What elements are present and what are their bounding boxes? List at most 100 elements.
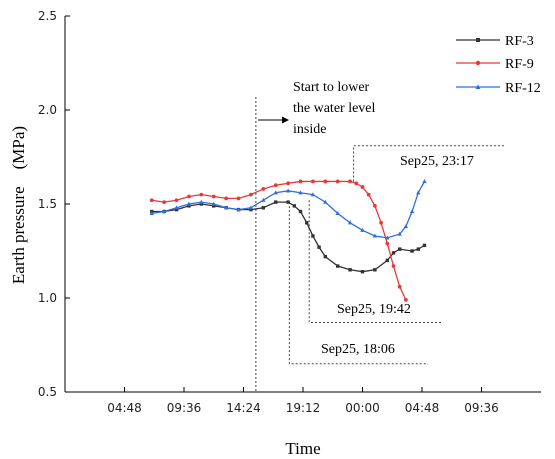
x-tick-label: 04:48 (107, 401, 142, 415)
point-rf9 (403, 297, 408, 302)
legend-item-rf3: RF-3 (456, 34, 534, 49)
point-rf9 (335, 179, 340, 184)
point-rf9 (273, 183, 278, 188)
x-tick-label: 19:12 (286, 401, 321, 415)
x-tick-label: 09:36 (167, 401, 202, 415)
point-rf12 (403, 224, 409, 229)
point-rf9 (397, 284, 402, 289)
point-rf12 (236, 207, 241, 212)
point-rf9 (323, 179, 328, 184)
point-rf9 (199, 192, 204, 197)
point-rf12 (310, 192, 316, 197)
point-rf9 (211, 194, 216, 199)
legend-item-rf12: RF-12 (456, 81, 541, 96)
point-rf3 (422, 243, 427, 248)
axis-ticks: 04:48 09:36 14:24 19:12 00:00 04:48 09:36 0.5 1.… (38, 9, 499, 415)
y-axis-label: Earth pressure (MPa) (9, 126, 28, 284)
point-rf12 (385, 235, 390, 240)
point-rf3 (416, 247, 420, 251)
point-rf9 (298, 179, 303, 184)
point-rf12 (360, 227, 365, 232)
point-rf12 (397, 231, 402, 236)
point-rf12 (372, 233, 378, 238)
point-rf9 (286, 181, 291, 186)
point-rf3 (311, 234, 315, 238)
point-rf12 (335, 211, 340, 215)
leader-sep25-2317 (353, 145, 505, 182)
point-rf9 (372, 203, 377, 208)
point-rf12 (248, 205, 254, 210)
point-rf3 (274, 200, 278, 204)
point-rf12 (409, 209, 415, 214)
legend-label-rf3: RF-3 (505, 34, 534, 49)
series-line-rf9 (151, 180, 407, 301)
point-rf9 (379, 220, 383, 225)
y-tick-label: 2.5 (38, 9, 57, 23)
point-rf9 (391, 264, 396, 268)
point-rf3 (397, 247, 402, 251)
point-rf9 (236, 196, 241, 201)
point-rf3 (249, 207, 253, 212)
x-tick-label: 09:36 (464, 401, 499, 415)
point-rf12 (199, 199, 204, 204)
legend: RF-3 RF-9 RF-12 (456, 34, 541, 96)
point-rf3 (348, 268, 352, 272)
y-tick-label: 2.0 (38, 103, 57, 117)
point-rf9 (348, 179, 353, 184)
legend-label-rf12: RF-12 (505, 81, 541, 96)
point-rf9 (311, 179, 315, 184)
annotation-start-lower-line3: inside (293, 122, 326, 137)
x-axis-label: Time (285, 439, 320, 458)
point-rf3 (410, 249, 414, 253)
x-tick-label: 14:24 (226, 401, 261, 415)
point-rf3 (174, 207, 179, 212)
annotation-start-lower-line2: the water level (293, 101, 376, 116)
legend-item-rf9: RF-9 (456, 57, 534, 72)
leader-sep25-1942 (308, 200, 443, 323)
point-rf3 (199, 202, 204, 206)
point-rf3 (336, 264, 340, 268)
series-layer (149, 179, 427, 302)
point-rf12 (161, 209, 167, 214)
point-rf12 (211, 201, 216, 206)
y-tick-label: 1.0 (38, 291, 57, 305)
annotation-arrow-head (282, 116, 289, 124)
point-rf12 (285, 188, 291, 193)
point-rf3 (360, 269, 365, 274)
leader-sep25-1806 (288, 202, 428, 365)
point-rf12 (186, 201, 192, 206)
point-rf3 (305, 221, 309, 225)
point-rf9 (249, 192, 253, 197)
point-rf12 (347, 220, 353, 225)
point-rf12 (261, 197, 266, 202)
annotation-sep25-1806: Sep25, 18:06 (321, 342, 395, 357)
point-rf12 (323, 199, 328, 204)
point-rf9 (366, 192, 371, 197)
y-tick-label: 0.5 (38, 385, 57, 399)
point-rf9 (360, 185, 365, 189)
x-tick-label: 04:48 (405, 401, 440, 415)
point-rf9 (149, 198, 154, 203)
annotation-sep25-1942: Sep25, 19:42 (337, 302, 411, 317)
point-rf12 (298, 190, 303, 195)
point-rf12 (422, 179, 427, 184)
annotation-sep25-2317: Sep25, 23:17 (400, 154, 474, 169)
y-tick-label: 1.5 (38, 197, 57, 211)
point-rf9 (354, 181, 359, 186)
point-rf12 (223, 205, 229, 210)
point-rf9 (224, 196, 229, 201)
point-rf9 (187, 194, 191, 199)
point-rf3 (323, 254, 328, 259)
point-rf3 (212, 204, 216, 208)
point-rf3 (261, 206, 266, 210)
point-rf3 (292, 204, 297, 208)
point-rf3 (391, 251, 396, 255)
point-rf9 (261, 187, 266, 191)
legend-marker-rf12 (475, 84, 481, 89)
annotation-lines (255, 97, 505, 392)
point-rf3 (286, 200, 290, 204)
legend-marker-rf3 (476, 38, 480, 42)
point-rf3 (373, 268, 377, 272)
point-rf12 (149, 211, 154, 215)
